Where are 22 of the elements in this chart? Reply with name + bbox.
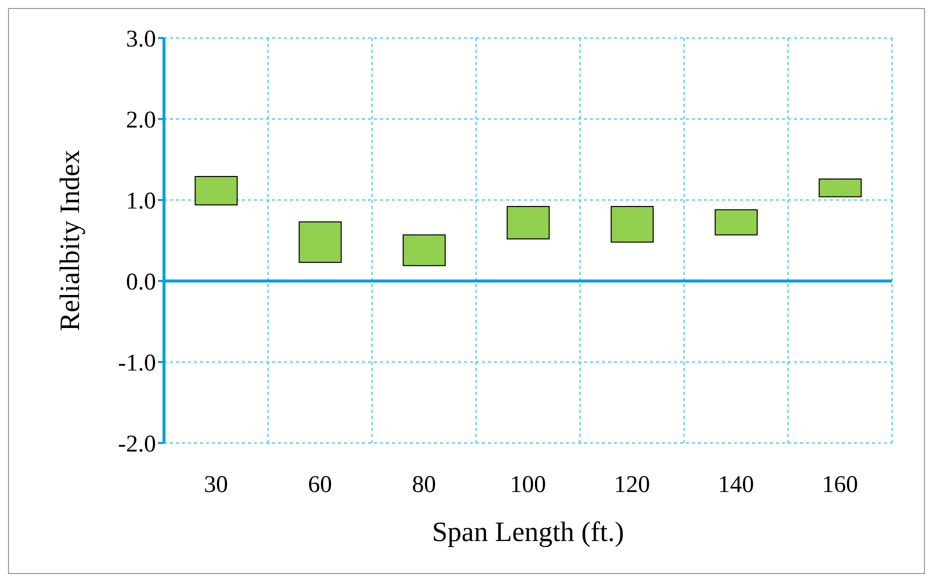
y-tick-label: 2.0 bbox=[126, 108, 156, 134]
bar bbox=[402, 234, 446, 266]
x-tick-label: 30 bbox=[204, 472, 228, 498]
x-tick-label: 60 bbox=[308, 472, 332, 498]
y-axis-title: Relialbity Index bbox=[54, 150, 86, 332]
x-axis-title: Span Length (ft.) bbox=[432, 517, 624, 548]
x-tick-label: 140 bbox=[718, 472, 754, 498]
bar bbox=[610, 206, 654, 243]
x-tick-label: 80 bbox=[412, 472, 436, 498]
x-tick-label: 160 bbox=[822, 472, 858, 498]
y-tick-label: -2.0 bbox=[118, 432, 156, 458]
y-tick-label: 0.0 bbox=[126, 270, 156, 296]
bar bbox=[506, 206, 550, 240]
bar bbox=[194, 176, 238, 206]
bar bbox=[298, 221, 342, 263]
x-tick-label: 120 bbox=[614, 472, 650, 498]
y-tick-label: -1.0 bbox=[118, 350, 156, 377]
y-tick-label: 1.0 bbox=[126, 188, 156, 215]
bar bbox=[818, 178, 862, 198]
bar bbox=[714, 209, 758, 236]
x-tick-label: 100 bbox=[510, 472, 546, 498]
y-tick-label: 3.0 bbox=[126, 26, 156, 53]
